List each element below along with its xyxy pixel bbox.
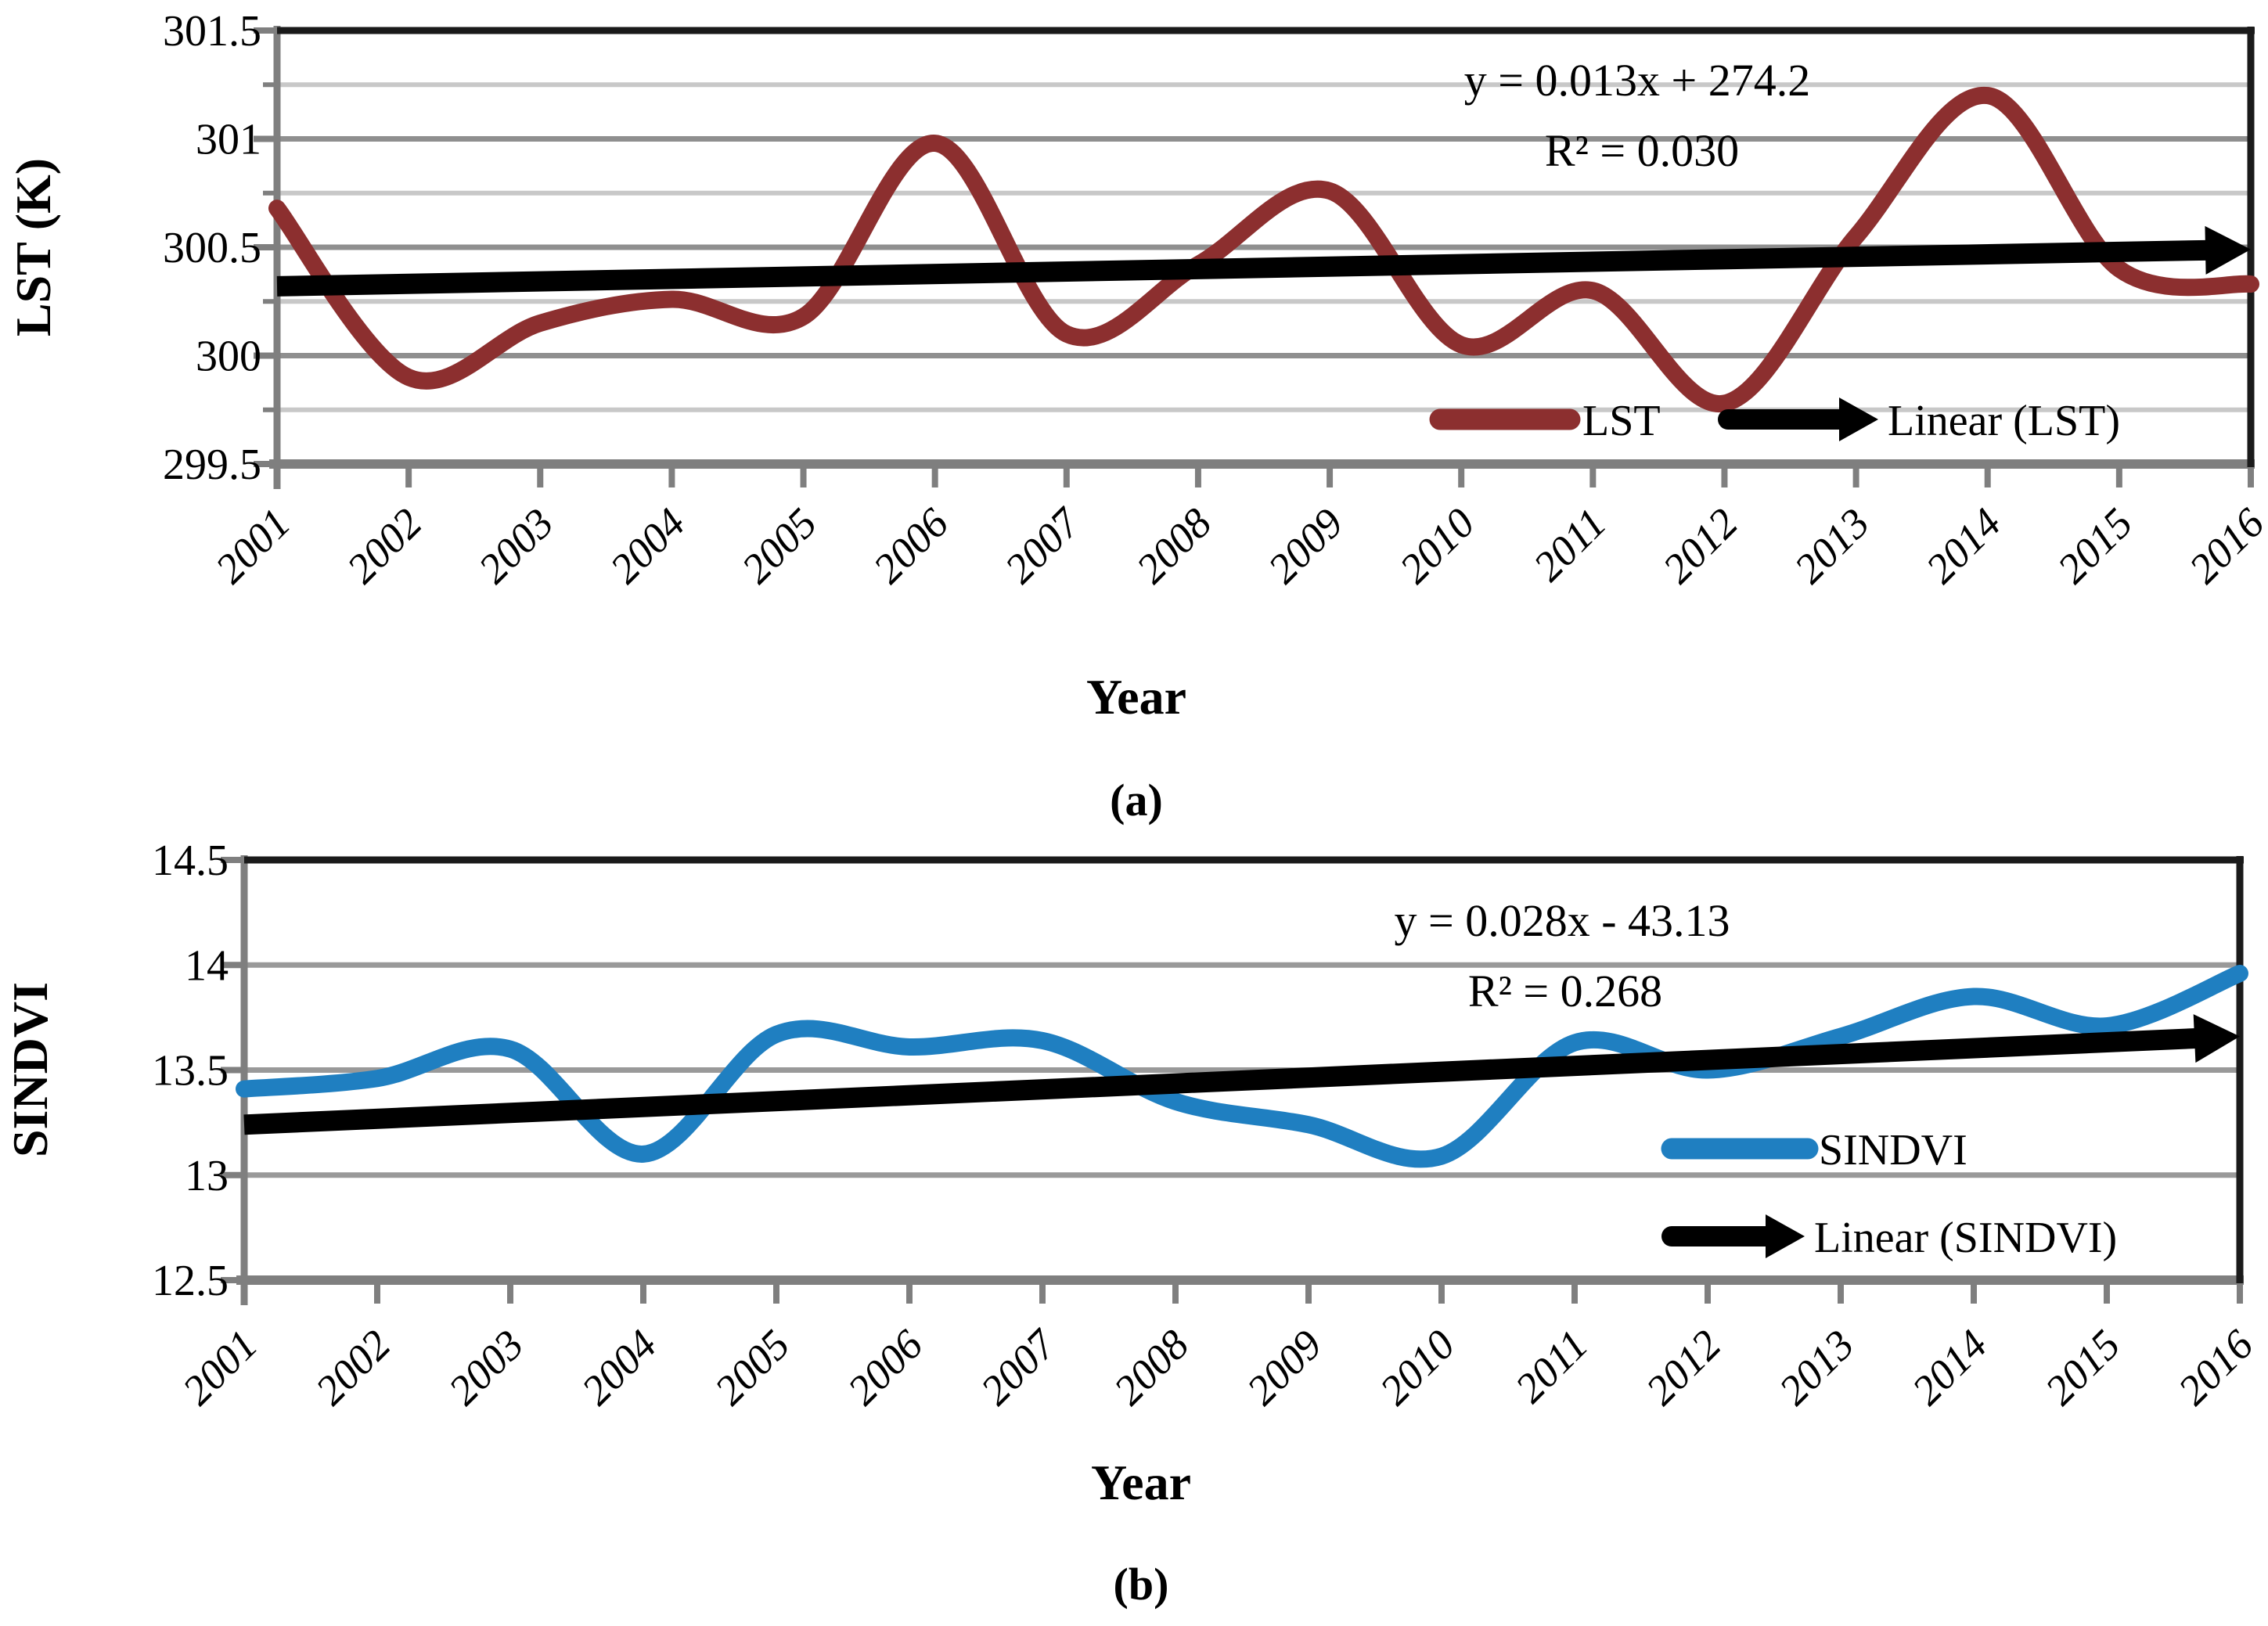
- x-tick-label: 2005: [733, 499, 826, 592]
- y-tick-label: 13: [185, 1152, 229, 1200]
- x-tick-label: 2008: [1105, 1321, 1198, 1414]
- x-tick-label: 2004: [573, 1321, 666, 1414]
- trend-line: [276, 239, 2212, 297]
- gridlines-b: [244, 962, 2240, 1178]
- x-tick-label: 2011: [1525, 499, 1615, 590]
- y-tick-labels-a: 299.5 300 300.5 301 301.5: [163, 7, 261, 489]
- caption-a: (a): [1110, 775, 1163, 826]
- plot-border-a: [269, 26, 2255, 489]
- x-tick-label: 2009: [1238, 1321, 1331, 1414]
- trend-equation-a: y = 0.013x + 274.2: [1464, 55, 1810, 106]
- legend-linear-lst-arrow-head: [1839, 398, 1878, 441]
- x-tick-label: 2012: [1654, 499, 1747, 592]
- legend-linear-sindvi-label: Linear (SINDVI): [1814, 1214, 2117, 1262]
- trend-arrow-head: [2205, 225, 2251, 275]
- legend-b: SINDVI Linear (SINDVI): [1661, 1126, 2117, 1262]
- legend-a: LST Linear (LST): [1429, 397, 2120, 445]
- x-tick-label: 2001: [174, 1321, 267, 1414]
- x-tick-labels-b: 2001 2002 2003 2004 2005 2006 2007 2008 2009 2010…: [174, 1320, 2263, 1414]
- lst-curve: [268, 87, 2259, 412]
- y-axis-title-b: SINDVI: [2, 982, 58, 1157]
- caption-b: (b): [1114, 1559, 1169, 1610]
- y-axis-title-a: LST (K): [5, 158, 61, 336]
- x-tick-label: 2005: [706, 1321, 799, 1414]
- x-tick-label: 2002: [338, 499, 431, 592]
- y-tick-label: 13.5: [152, 1047, 229, 1095]
- trend-line: [243, 1027, 2201, 1135]
- x-tick-label: 2006: [839, 1321, 932, 1414]
- x-tick-label: 2003: [440, 1321, 533, 1414]
- x-tick-label: 2003: [470, 499, 563, 592]
- x-tick-label: 2015: [2049, 499, 2142, 592]
- x-tick-label: 2013: [1770, 1321, 1863, 1414]
- sindvi-trend-arrow: [243, 1014, 2240, 1135]
- legend-linear-sindvi-arrow-head: [1766, 1214, 1805, 1258]
- y-tick-label: 301: [196, 116, 261, 164]
- x-tick-label: 2002: [307, 1321, 400, 1414]
- legend-lst-label: LST: [1582, 397, 1661, 445]
- x-tick-label: 2012: [1637, 1321, 1730, 1414]
- lst-trend-arrow: [276, 225, 2251, 297]
- x-tick-label: 2015: [2036, 1321, 2129, 1414]
- x-tick-labels-a: 2001 2002 2003 2004 2005 2006 2007 2008 2009 2010…: [207, 498, 2268, 592]
- x-tick-label: 2006: [864, 499, 957, 592]
- r-squared-a: R² = 0.030: [1545, 125, 1739, 176]
- x-tick-label: 2004: [601, 499, 694, 592]
- trend-equation-b: y = 0.028x - 43.13: [1394, 895, 1730, 946]
- y-tick-label: 299.5: [163, 441, 261, 489]
- x-tick-label: 2008: [1128, 499, 1221, 592]
- y-tick-label: 300.5: [163, 224, 261, 272]
- x-axis-title-a: Year: [1086, 669, 1186, 725]
- plot-border-b: [236, 855, 2244, 1305]
- x-tick-label: 2010: [1371, 1321, 1464, 1414]
- trend-arrow-head: [2193, 1014, 2240, 1063]
- y-tick-label: 301.5: [163, 7, 261, 56]
- x-axis-title-b: Year: [1091, 1455, 1191, 1510]
- r-squared-b: R² = 0.268: [1468, 966, 1662, 1016]
- x-tick-label: 2016: [2169, 1321, 2263, 1414]
- legend-sindvi-label: SINDVI: [1819, 1126, 1967, 1175]
- x-tick-label: 2016: [2180, 499, 2268, 592]
- x-tick-label: 2007: [995, 498, 1089, 592]
- y-tick-label: 300: [196, 333, 261, 381]
- x-tick-label: 2011: [1507, 1321, 1597, 1412]
- y-tick-label: 14: [185, 941, 229, 990]
- y-tick-label: 12.5: [152, 1257, 229, 1305]
- y-tick-labels-b: 12.5 13 13.5 14 14.5: [152, 836, 229, 1305]
- x-tick-label: 2014: [1903, 1321, 1996, 1414]
- y-tick-label: 14.5: [152, 836, 229, 885]
- x-tick-label: 2010: [1391, 499, 1484, 592]
- x-tick-label: 2009: [1259, 499, 1352, 592]
- x-tick-label: 2001: [207, 499, 300, 592]
- x-tick-label: 2014: [1917, 499, 2010, 592]
- x-tick-label: 2013: [1785, 499, 1878, 592]
- legend-linear-lst-label: Linear (LST): [1888, 397, 2120, 445]
- x-tick-label: 2007: [972, 1320, 1066, 1414]
